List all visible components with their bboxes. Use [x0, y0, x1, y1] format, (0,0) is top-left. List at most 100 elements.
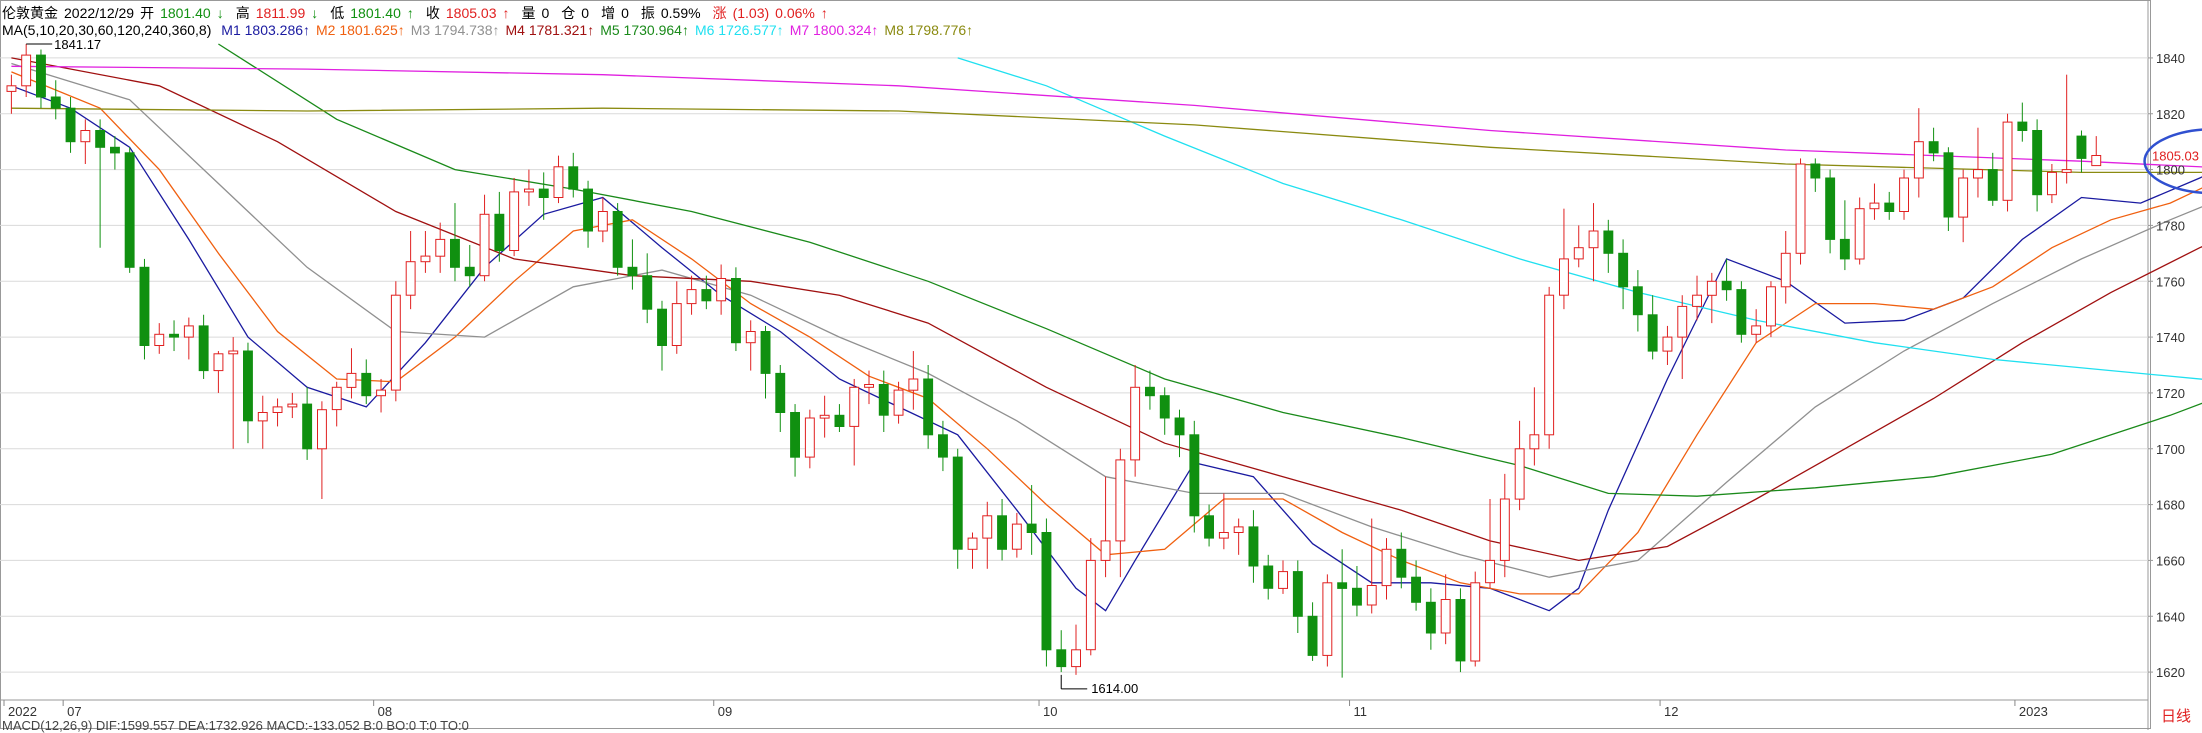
ma-legend-item-m1: M1 1803.286↑	[221, 22, 311, 38]
candle-body	[1588, 230, 1599, 249]
candle	[1647, 295, 1658, 360]
candle-body	[6, 85, 17, 92]
candle-body	[65, 107, 76, 143]
candle-body	[1396, 548, 1407, 578]
candle	[1573, 225, 1584, 268]
x-tick-label: 09	[718, 704, 732, 719]
candle-body	[1485, 559, 1495, 584]
candle	[390, 281, 401, 402]
candle	[967, 532, 978, 569]
candle-body	[952, 456, 963, 550]
candle-body	[1425, 601, 1436, 634]
candle	[1174, 409, 1185, 458]
candle	[2061, 74, 2072, 184]
candle-body	[287, 403, 298, 408]
candle	[494, 191, 505, 262]
candle-body	[1766, 286, 1776, 327]
candle	[804, 409, 815, 469]
candle	[657, 300, 667, 371]
candle-body	[982, 515, 993, 539]
candle-body	[568, 166, 579, 190]
candle-body	[2017, 121, 2028, 131]
candle	[790, 404, 800, 477]
candle	[731, 267, 741, 352]
candle-body	[1470, 582, 1481, 662]
candle	[36, 49, 46, 109]
candle-body	[938, 434, 948, 458]
candle-body	[1307, 615, 1318, 656]
candle	[1588, 203, 1599, 282]
candle-body	[893, 389, 904, 416]
candle-body	[243, 350, 253, 422]
candle	[317, 401, 327, 499]
candle	[1292, 560, 1303, 633]
candle-body	[2091, 155, 2102, 167]
candle	[2047, 164, 2057, 204]
candle	[2002, 113, 2013, 212]
candle-body	[302, 403, 313, 450]
candle-body	[553, 166, 564, 199]
candle	[1529, 387, 1540, 466]
ma-line-m4	[11, 57, 2202, 562]
candle	[1677, 295, 1688, 379]
x-tick-label: 2022	[8, 704, 37, 719]
candle	[1085, 538, 1096, 656]
candle-body	[967, 537, 978, 550]
candle-body	[1352, 587, 1362, 606]
candle	[1973, 127, 1983, 198]
candle	[1396, 532, 1407, 589]
candle	[198, 314, 209, 379]
candle	[938, 420, 948, 472]
candle-body	[1026, 523, 1037, 533]
amplitude-value: 振 0.59%	[640, 5, 701, 21]
candle-body	[509, 191, 520, 251]
candle-body	[420, 255, 431, 263]
candle	[1662, 325, 1673, 365]
candle-body	[731, 278, 741, 344]
candle	[213, 351, 224, 393]
candle-body	[1145, 386, 1155, 397]
candle	[346, 348, 357, 399]
candle	[169, 320, 180, 352]
highlight-ellipse	[2143, 128, 2202, 194]
candle-body	[701, 289, 712, 302]
plot-frame	[0, 0, 2151, 729]
candle	[257, 395, 268, 449]
candle-body	[1943, 152, 1954, 218]
macd-strip: MACD(12,26,9) DIF:1599.557 DEA:1732.926 …	[2, 718, 469, 733]
candle-body	[317, 409, 327, 450]
candle-body	[997, 515, 1007, 550]
candle-body	[1825, 177, 1836, 240]
candle-body	[1381, 548, 1392, 587]
candle	[524, 169, 534, 206]
y-tick-label: 1740	[2156, 330, 2185, 345]
ma-line-m1	[11, 85, 2202, 612]
candle-body	[169, 333, 180, 338]
candle-body	[198, 325, 209, 372]
candle-body	[1839, 238, 1850, 260]
candle-body	[1174, 417, 1185, 436]
candle	[110, 136, 120, 170]
candle	[1514, 420, 1525, 511]
candle	[1884, 191, 1895, 220]
candle	[1943, 147, 1954, 231]
candle	[612, 203, 623, 276]
candle-body	[257, 412, 268, 422]
candle	[553, 155, 564, 204]
candle	[1706, 272, 1717, 324]
candle-body	[80, 130, 91, 143]
y-tick-label: 1640	[2156, 609, 2185, 624]
candle	[583, 180, 593, 248]
candle-body	[1987, 169, 1998, 201]
candle-body	[2047, 171, 2057, 196]
candle-body	[1632, 286, 1643, 316]
candle-body	[213, 353, 224, 372]
candle-body	[1884, 202, 1895, 213]
period-button[interactable]: 日线	[2160, 707, 2191, 725]
candle-body	[376, 389, 387, 397]
